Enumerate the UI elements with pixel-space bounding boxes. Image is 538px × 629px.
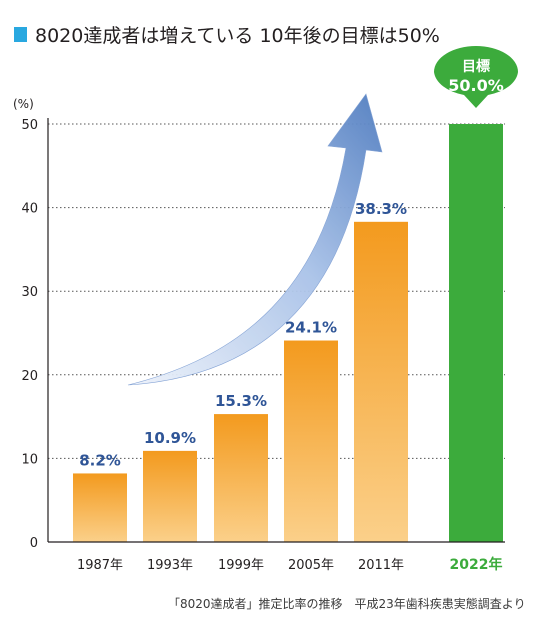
goal-callout-value: 50.0% — [448, 76, 504, 95]
bar — [354, 221, 408, 542]
chart-title-row: 8020達成者は増えている 10年後の目標は50% — [14, 20, 440, 48]
y-axis-label: (%) — [13, 97, 34, 111]
y-tick-label: 40 — [21, 202, 38, 217]
bar — [214, 414, 268, 542]
y-tick-label: 0 — [30, 536, 38, 551]
goal-callout-title: 目標 — [462, 58, 490, 75]
data-label: 15.3% — [215, 392, 267, 410]
goal-callout — [434, 46, 518, 108]
data-label: 8.2% — [79, 451, 121, 469]
y-tick-label: 30 — [21, 285, 38, 300]
title-marker — [14, 26, 27, 42]
data-label: 38.3% — [355, 200, 407, 218]
x-tick-label: 1999年 — [218, 558, 264, 573]
bar — [73, 473, 127, 542]
bar — [143, 450, 197, 542]
goal-bar — [449, 124, 503, 542]
x-tick-label: 2005年 — [288, 558, 334, 573]
y-tick-label: 10 — [21, 452, 38, 467]
trend-arrow — [127, 93, 383, 386]
chart-title: 8020達成者は増えている 10年後の目標は50% — [35, 24, 440, 47]
x-tick-label: 2022年 — [450, 556, 503, 573]
x-tick-label: 1987年 — [77, 558, 123, 573]
data-label: 24.1% — [285, 319, 337, 337]
x-tick-label: 2011年 — [358, 558, 404, 573]
bar — [284, 340, 338, 542]
source-note: 「8020達成者」推定比率の推移 平成23年歯科疾患実態調査より — [168, 597, 526, 611]
data-label: 10.9% — [144, 429, 196, 447]
x-tick-label: 1993年 — [147, 558, 193, 573]
y-tick-label: 50 — [21, 118, 38, 133]
y-tick-label: 20 — [21, 369, 38, 384]
